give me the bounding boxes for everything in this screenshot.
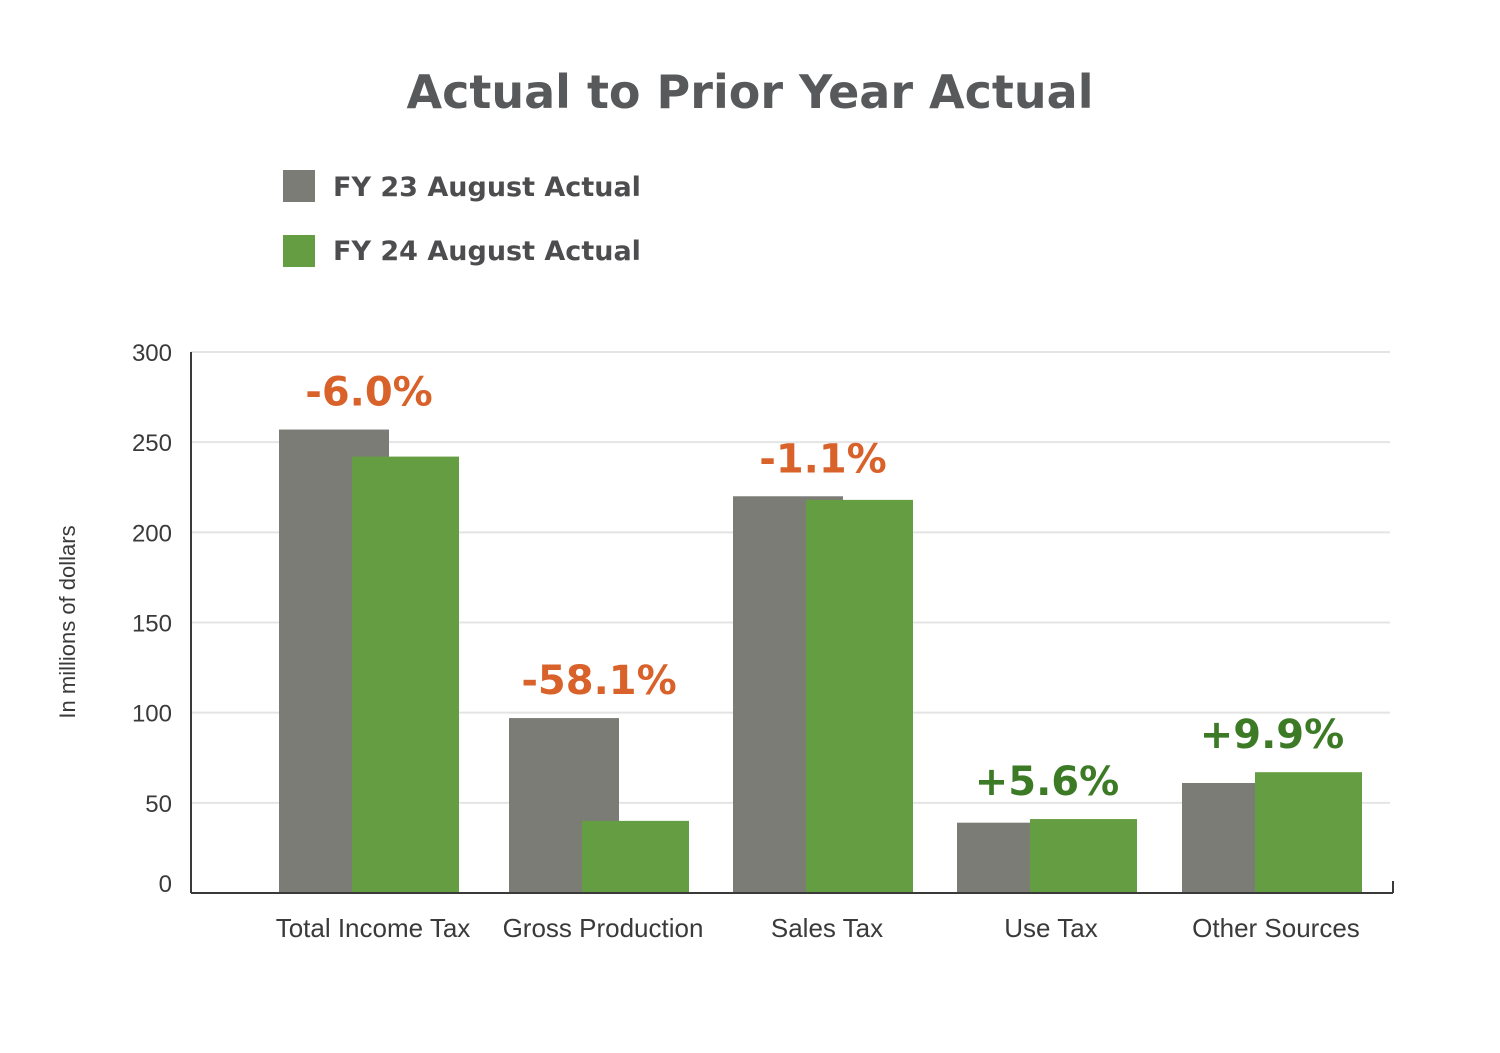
change-percent-label: +5.6% [975,759,1119,805]
change-percent-label: +9.9% [1200,712,1344,758]
bars [279,429,1362,893]
y-axis-ticks: 0 50 100 150 200 250 300 [132,340,172,898]
bar-fy24 [806,499,913,893]
bar-fy24 [582,820,689,893]
y-axis-label: In millions of dollars [55,525,80,718]
x-category-label: Gross Production [503,913,704,943]
x-category-label: Other Sources [1192,913,1360,943]
bar-fy24 [352,456,459,893]
bar-fy24 [1255,772,1362,893]
x-category-label: Sales Tax [771,913,883,943]
y-tick-label: 200 [132,520,172,547]
bar-fy24 [1030,819,1137,893]
legend-label-fy23: FY 23 August Actual [333,172,641,203]
x-category-label: Use Tax [1004,913,1097,943]
chart-title: Actual to Prior Year Actual [407,65,1094,119]
x-axis-categories: Total Income Tax Gross Production Sales Ta… [276,913,1360,943]
legend-label-fy24: FY 24 August Actual [333,236,641,267]
y-tick-label: 300 [132,340,172,367]
change-percent-label: -58.1% [521,658,676,704]
x-category-label: Total Income Tax [276,913,471,943]
change-percent-label: -1.1% [759,436,887,482]
legend-swatch-fy24 [283,235,315,267]
change-annotations: -6.0% -58.1% -1.1% +5.6% +9.9% [305,370,1344,806]
axes [190,352,1394,894]
change-percent-label: -6.0% [305,370,433,416]
y-tick-label: 0 [159,871,172,898]
y-tick-label: 150 [132,611,172,638]
legend-swatch-fy23 [283,170,315,202]
legend: FY 23 August Actual FY 24 August Actual [283,170,641,267]
y-tick-label: 50 [145,791,172,818]
y-tick-label: 250 [132,430,172,457]
y-tick-label: 100 [132,701,172,728]
